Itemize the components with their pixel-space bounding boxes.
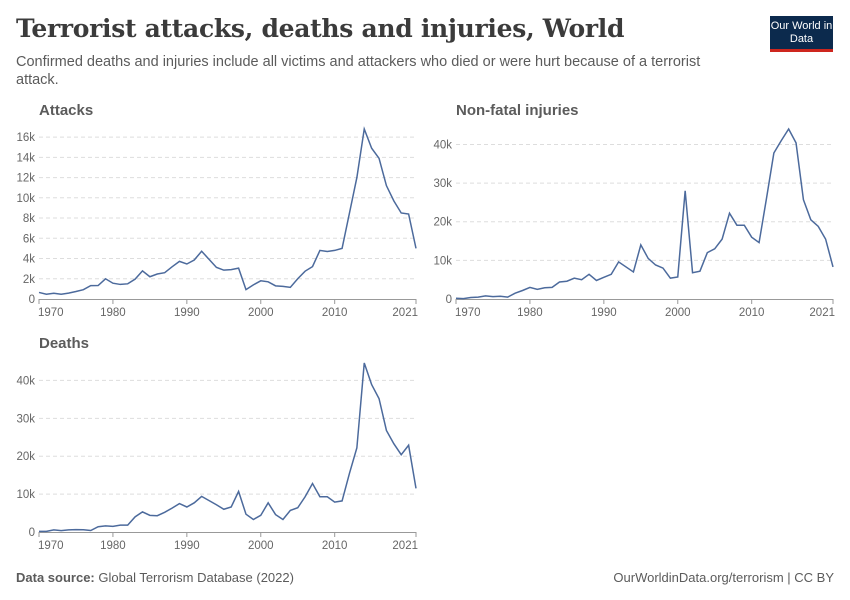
y-tick-label: 16k	[16, 132, 35, 144]
owid-logo[interactable]: Our World in Data	[770, 16, 833, 52]
series-line[interactable]	[455, 127, 834, 300]
y-tick-label: 8k	[23, 213, 35, 225]
series-line[interactable]	[39, 362, 417, 533]
y-tick-label: 0	[29, 527, 35, 539]
x-tick-label: 1980	[517, 307, 543, 319]
y-tick-label: 4k	[23, 254, 35, 266]
x-tick-label: 2021	[392, 307, 418, 319]
x-tick-label: 1970	[38, 540, 64, 552]
chart-title: Terrorist attacks, deaths and injuries, …	[16, 14, 625, 43]
y-tick-label: 20k	[16, 451, 35, 463]
x-tick-label: 1990	[174, 307, 200, 319]
y-tick-label: 40k	[16, 375, 35, 387]
panel-deaths: Deaths 0 10k 20k 30k 40k 1970 1980 1990 2000 2010 2…	[16, 335, 418, 552]
y-tick-label: 10k	[16, 489, 35, 501]
x-tick-label: 2021	[809, 307, 835, 319]
y-tick-label: 30k	[433, 178, 452, 190]
y-tick-label: 10k	[433, 255, 452, 267]
y-tick-label: 20k	[433, 217, 452, 229]
panel-title: Non-fatal injuries	[456, 102, 579, 119]
x-tick-label: 2010	[739, 307, 765, 319]
y-tick-label: 6k	[23, 233, 35, 245]
y-tick-label: 0	[446, 294, 452, 306]
y-tick-label: 10k	[16, 193, 35, 205]
y-tick-label: 0	[29, 294, 35, 306]
y-tick-label: 40k	[433, 139, 452, 151]
footer-url[interactable]: OurWorldinData.org/terrorism | CC BY	[613, 570, 834, 585]
source-text[interactable]: Global Terrorism Database (2022)	[98, 570, 294, 585]
chart-subtitle: Confirmed deaths and injuries include al…	[16, 54, 701, 88]
y-tick-label: 12k	[16, 173, 35, 185]
panel-title: Attacks	[39, 102, 93, 119]
x-tick-label: 1970	[38, 307, 64, 319]
y-tick-label: 2k	[23, 274, 35, 286]
y-tick-label: 14k	[16, 152, 35, 164]
x-tick-label: 2021	[392, 540, 418, 552]
panel-non-fatal-injuries: Non-fatal injuries 0 10k 20k 30k 40k 1970 1980 1…	[433, 102, 835, 319]
x-tick-label: 1990	[591, 307, 617, 319]
y-tick-label: 30k	[16, 413, 35, 425]
x-tick-label: 1980	[100, 307, 126, 319]
series-line[interactable]	[38, 126, 417, 296]
logo-text: Our World in Data	[770, 20, 833, 45]
x-tick-label: 2010	[322, 307, 348, 319]
x-tick-label: 2010	[322, 540, 348, 552]
panel-title: Deaths	[39, 335, 89, 352]
x-tick-label: 2000	[665, 307, 691, 319]
x-tick-label: 1980	[100, 540, 126, 552]
x-tick-label: 2000	[248, 540, 274, 552]
panel-attacks: Attacks 0 2k 4k 6k 8k 10k 12k 14k 16k 1970 1980 1990…	[16, 102, 418, 319]
x-tick-label: 1990	[174, 540, 200, 552]
source-label: Data source:	[16, 570, 95, 585]
x-tick-label: 1970	[455, 307, 481, 319]
data-source: Data source: Global Terrorism Database (…	[16, 570, 294, 585]
x-tick-label: 2000	[248, 307, 274, 319]
